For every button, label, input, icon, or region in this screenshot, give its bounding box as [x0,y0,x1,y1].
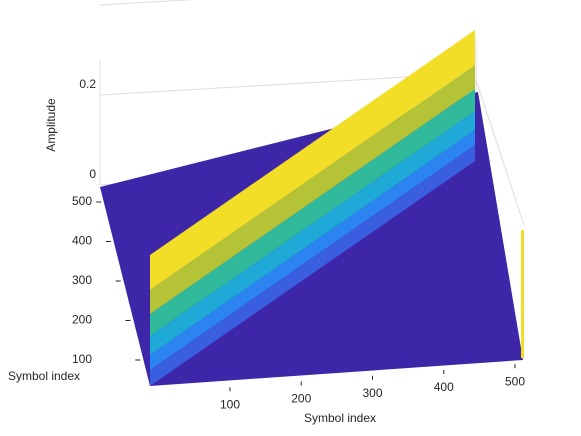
x-tick-label: 500 [505,374,525,388]
surface-band [150,111,475,355]
y-tick-label: 100 [72,352,92,366]
y-tick-label: 300 [72,273,92,287]
z-tick-label: 0 [89,167,96,181]
y-axis-label: Symbol index [8,369,80,383]
z-axis-label: Amplitude [44,98,58,152]
surface-band [150,145,475,386]
y-tick-label: 500 [72,194,92,208]
grid-line [99,0,195,6]
x-tick-label: 100 [220,397,240,411]
box-edge [475,79,525,226]
x-tick-label: 300 [362,386,382,400]
y-tick-label: 400 [72,234,92,248]
surface-band [150,130,475,370]
surface-band [150,30,475,290]
z-tick-label: 0.4 [79,0,96,1]
surface-band [150,89,475,336]
surface-band [150,65,475,314]
x-axis-label: Symbol index [304,411,376,425]
y-tick-label: 200 [72,313,92,327]
surface-edge-spike [521,230,524,358]
x-tick-label: 400 [434,380,454,394]
z-tick-label: 0.2 [79,77,96,91]
x-tick-label: 200 [291,392,311,406]
